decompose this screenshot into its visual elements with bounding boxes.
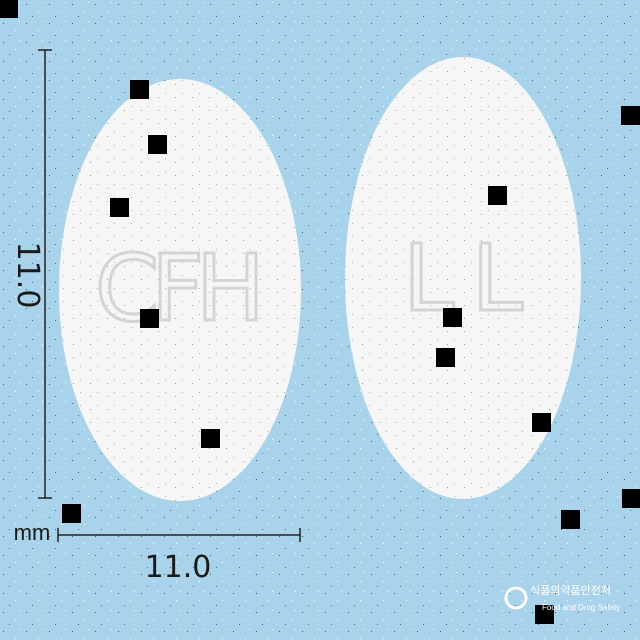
height-dimension xyxy=(38,49,52,499)
watermark-english: Food and Drug Safety xyxy=(542,603,620,612)
width-label: 11.0 xyxy=(145,550,212,585)
width-dimension xyxy=(57,528,301,542)
imprint-front: CFH xyxy=(95,235,265,342)
pill-front-texture xyxy=(59,79,301,501)
pill-back-texture xyxy=(345,57,581,499)
watermark: 식품의약품안전처 Food and Drug Safety xyxy=(504,583,620,612)
watermark-korean: 식품의약품안전처 xyxy=(530,583,611,597)
unit-label: mm xyxy=(14,520,51,545)
noise-squares xyxy=(0,0,640,624)
height-label: 11.0 xyxy=(10,242,45,309)
